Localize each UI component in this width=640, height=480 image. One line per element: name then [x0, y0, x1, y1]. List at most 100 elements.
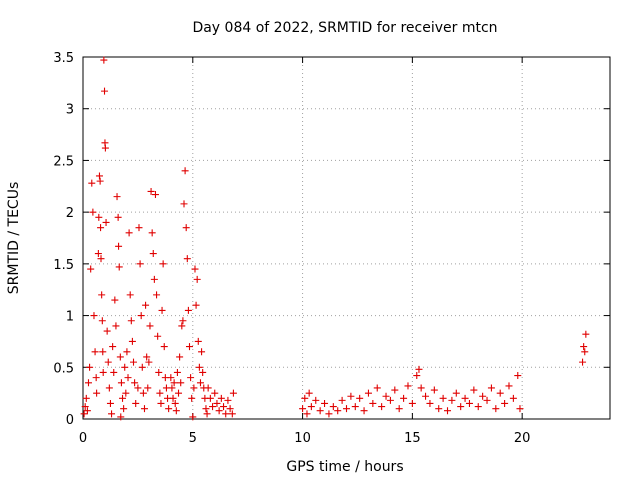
data-point: [108, 410, 116, 418]
data-point: [112, 322, 120, 330]
data-point: [213, 399, 221, 407]
data-point: [439, 394, 447, 402]
data-point: [130, 358, 138, 366]
data-point: [128, 337, 136, 345]
data-point: [461, 394, 469, 402]
data-point: [391, 386, 399, 394]
data-point: [170, 379, 178, 387]
data-point: [101, 87, 109, 95]
data-point: [196, 379, 204, 387]
data-point: [378, 403, 386, 411]
data-point: [127, 317, 135, 325]
data-point: [137, 312, 145, 320]
data-point: [316, 407, 324, 415]
data-point: [101, 144, 109, 152]
y-axis-label: SRMTID / TECUs: [6, 182, 22, 295]
data-point: [457, 403, 465, 411]
data-point: [181, 167, 189, 175]
data-point: [325, 410, 333, 418]
data-point: [119, 394, 127, 402]
data-point: [479, 392, 487, 400]
data-point: [426, 399, 434, 407]
data-point: [147, 187, 155, 195]
data-point: [82, 394, 90, 402]
y-tick-label: 2: [66, 206, 74, 221]
data-point: [93, 389, 101, 397]
data-point: [117, 379, 125, 387]
data-point: [102, 218, 110, 226]
data-point: [185, 343, 193, 351]
data-point: [395, 405, 403, 413]
data-point: [168, 384, 176, 392]
data-point: [211, 389, 219, 397]
data-point: [87, 265, 95, 273]
data-point: [98, 317, 106, 325]
data-point: [90, 312, 98, 320]
data-point: [136, 260, 144, 268]
data-point: [109, 343, 117, 351]
data-point: [138, 363, 146, 371]
data-point: [496, 389, 504, 397]
x-axis-label: GPS time / hours: [286, 459, 403, 475]
data-point: [307, 403, 315, 411]
data-point: [167, 374, 175, 382]
data-point: [415, 365, 423, 373]
data-point: [417, 384, 425, 392]
data-point: [303, 410, 311, 418]
data-point: [582, 330, 590, 338]
data-point: [97, 224, 105, 232]
data-point: [158, 306, 166, 314]
data-point: [95, 213, 103, 221]
data-point: [148, 229, 156, 237]
data-point: [165, 405, 173, 413]
data-point: [487, 384, 495, 392]
y-tick-label: 1.5: [53, 258, 74, 273]
data-point: [226, 405, 234, 413]
data-point: [183, 255, 191, 263]
data-point: [113, 193, 121, 201]
data-point: [452, 389, 460, 397]
data-point: [305, 389, 313, 397]
data-point: [492, 405, 500, 413]
data-point: [184, 306, 192, 314]
data-point: [131, 379, 139, 387]
data-point: [116, 353, 124, 361]
data-point: [125, 229, 133, 237]
data-point: [190, 384, 198, 392]
data-point: [505, 382, 513, 390]
data-point: [382, 392, 390, 400]
plot-frame: [82, 56, 611, 420]
data-point: [509, 394, 517, 402]
data-point: [114, 213, 122, 221]
data-point: [188, 394, 196, 402]
data-point: [140, 405, 148, 413]
data-point: [132, 399, 140, 407]
data-point: [177, 379, 185, 387]
data-point: [94, 250, 102, 258]
grid-lines: [83, 57, 610, 419]
data-point: [123, 348, 131, 356]
data-point: [99, 368, 107, 376]
data-point: [360, 407, 368, 415]
data-point: [139, 389, 147, 397]
data-point: [299, 405, 307, 413]
data-point: [321, 399, 329, 407]
data-point: [144, 384, 152, 392]
data-point: [115, 263, 123, 271]
x-tick-label: 15: [404, 431, 421, 446]
data-point: [364, 389, 372, 397]
x-tick-label: 20: [514, 431, 531, 446]
data-point: [134, 384, 142, 392]
data-point: [356, 394, 364, 402]
data-point: [514, 372, 522, 380]
data-point: [228, 410, 236, 418]
data-point: [143, 353, 151, 361]
axis-ticks: 0 0.5 1 1.5 2 2.5 3 3.5 0 5 10 15 20: [53, 51, 610, 446]
data-point: [120, 405, 128, 413]
data-points: [80, 56, 590, 421]
data-point: [581, 348, 589, 356]
data-point: [126, 291, 134, 299]
data-point: [338, 396, 346, 404]
data-point: [312, 396, 320, 404]
data-point: [159, 260, 167, 268]
